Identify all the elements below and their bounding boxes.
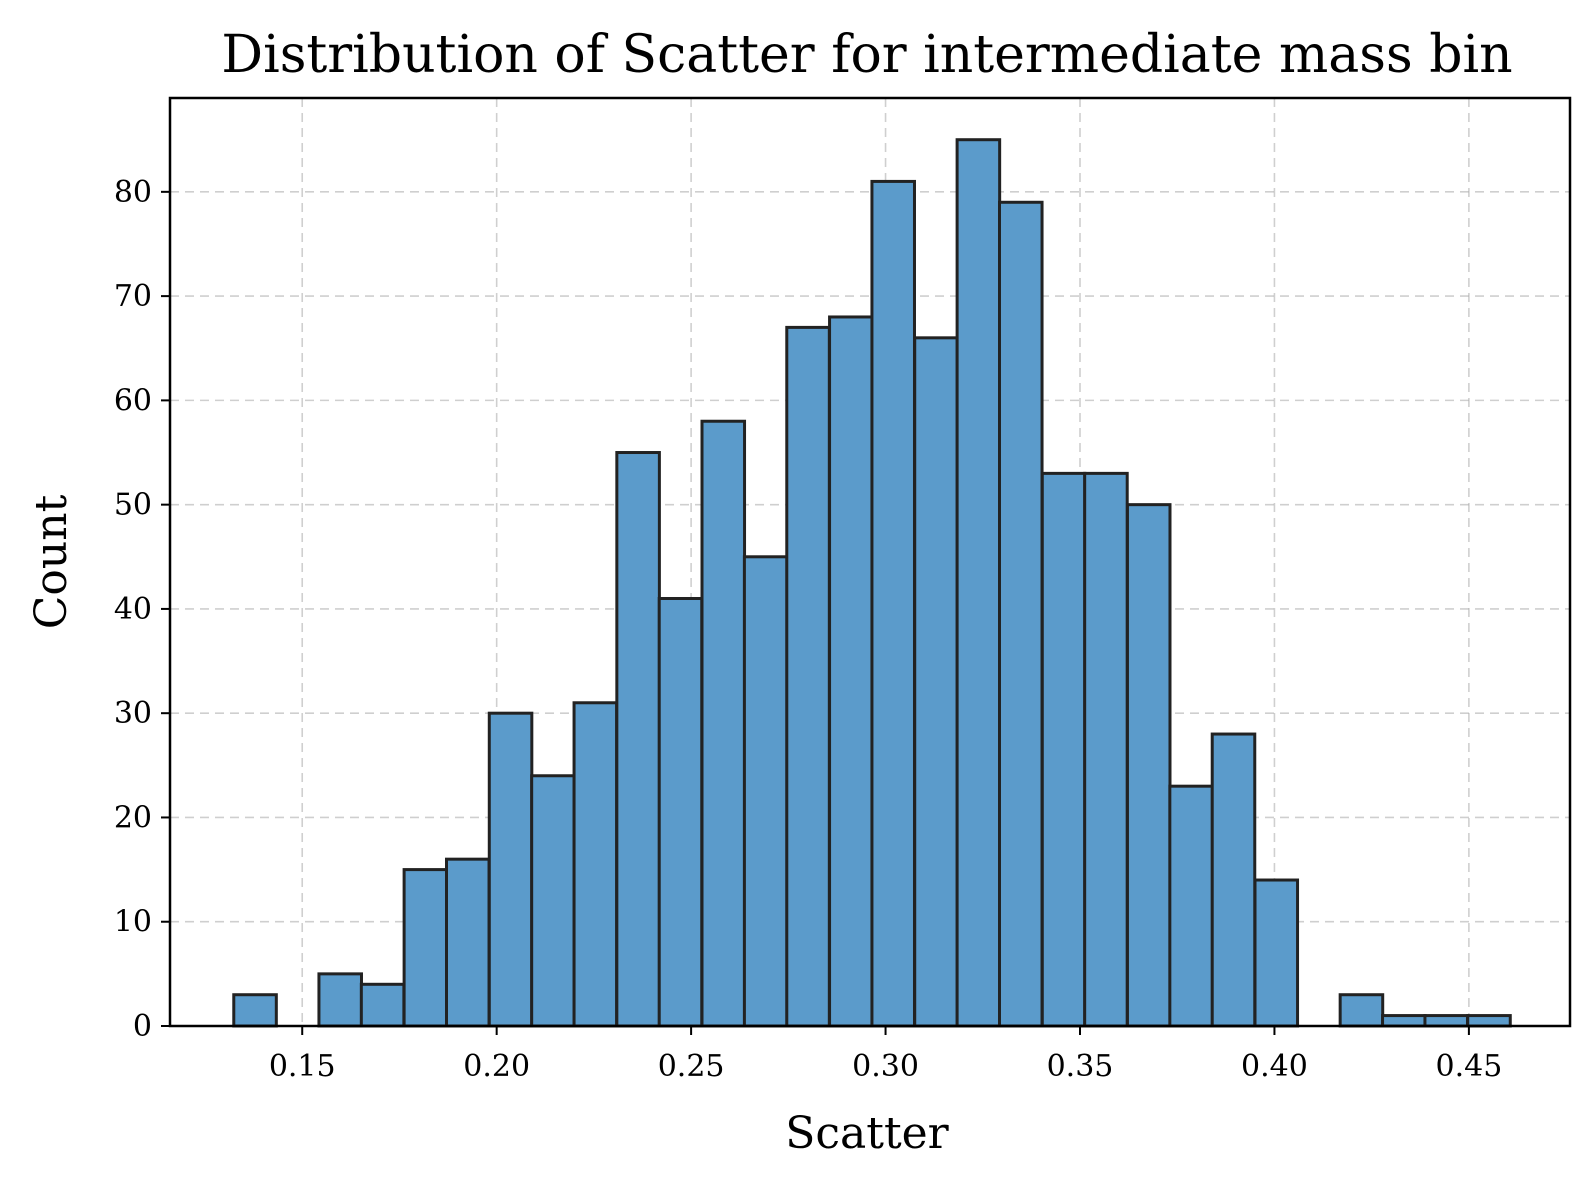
histogram-bar [742, 555, 789, 1028]
x-tick-label: 0.45 [1435, 1049, 1502, 1084]
histogram-bar [913, 336, 959, 1028]
x-axis-ticks: 0.15 0.20 0.25 0.30 0.35 0.40 0.45 [269, 1026, 1502, 1084]
y-tick-label: 70 [114, 279, 152, 314]
plot-frame [168, 96, 1572, 1028]
histogram-bar [1125, 503, 1172, 1028]
y-tick-label: 0 [133, 1009, 152, 1044]
y-tick-label: 50 [114, 488, 152, 523]
histogram-bar [572, 701, 619, 1028]
histogram-bar [359, 982, 406, 1028]
x-tick-label: 0.15 [269, 1049, 336, 1084]
histogram-bar [530, 774, 576, 1028]
y-axis-ticks: 0 10 20 30 40 50 60 70 80 [114, 175, 170, 1044]
histogram-bar [1210, 732, 1257, 1028]
histogram-bar [998, 200, 1044, 1028]
histogram-bar [828, 315, 874, 1028]
histogram-bar [445, 857, 491, 1028]
histogram-bar [700, 419, 747, 1028]
histogram-bar [1381, 1014, 1427, 1028]
x-tick-label: 0.25 [658, 1049, 725, 1084]
y-tick-label: 30 [114, 696, 152, 731]
x-tick-label: 0.30 [852, 1049, 919, 1084]
y-tick-label: 10 [114, 905, 152, 940]
histogram-bar [1040, 471, 1087, 1028]
histogram-bar [402, 868, 449, 1028]
histogram-bars [232, 138, 1512, 1028]
x-tick-label: 0.20 [463, 1049, 530, 1084]
histogram-bar [615, 451, 661, 1028]
histogram-bar [785, 325, 831, 1028]
y-axis-label: Count [26, 494, 77, 629]
histogram-bar [955, 138, 1002, 1028]
y-tick-label: 80 [114, 175, 152, 210]
histogram-bar [1338, 993, 1385, 1028]
histogram-bar [232, 993, 278, 1028]
x-tick-label: 0.35 [1047, 1049, 1114, 1084]
histogram-bar [1168, 784, 1214, 1028]
histogram-bar [657, 596, 704, 1028]
y-tick-label: 40 [114, 592, 152, 627]
histogram-bar [1466, 1014, 1512, 1028]
y-tick-label: 20 [114, 800, 152, 835]
chart-title: Distribution of Scatter for intermediate… [221, 25, 1512, 85]
histogram-bar [1083, 471, 1129, 1028]
histogram-bar [870, 179, 916, 1028]
histogram-bar [487, 711, 534, 1028]
histogram-bar [1253, 878, 1300, 1028]
histogram-bar [317, 972, 363, 1028]
histogram-bar [1423, 1014, 1469, 1028]
x-tick-label: 0.40 [1241, 1049, 1308, 1084]
y-tick-label: 60 [114, 383, 152, 418]
x-axis-label: Scatter [785, 1108, 949, 1159]
